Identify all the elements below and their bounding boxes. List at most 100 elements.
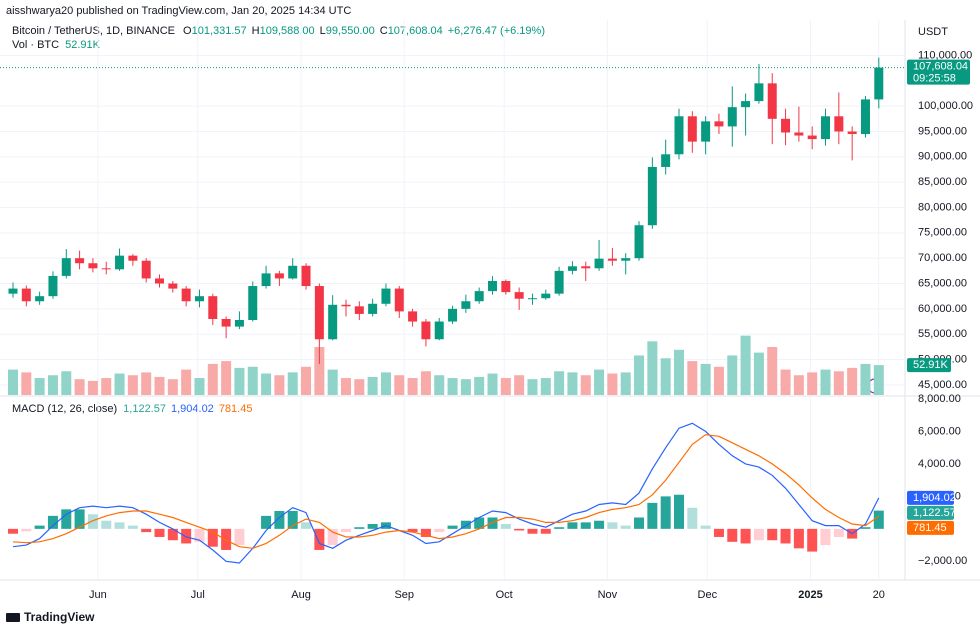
histogram-bar xyxy=(407,528,418,533)
value-box-label: 781.45 xyxy=(913,522,947,534)
volume-bar xyxy=(793,375,804,395)
y-tick-label: 75,000.00 xyxy=(918,227,967,239)
legend: Bitcoin / TetherUS, 1D, BINANCE O101,331.… xyxy=(12,25,545,37)
histogram-bar xyxy=(420,528,431,537)
candle-body xyxy=(128,255,138,261)
histogram-bar xyxy=(340,528,351,533)
x-tick-label: 20 xyxy=(873,589,885,601)
volume-bar xyxy=(767,346,778,395)
candle-body xyxy=(527,298,537,300)
volume-bar xyxy=(380,372,391,395)
change: +6,276.47 (+6.19%) xyxy=(448,25,545,37)
candle-body xyxy=(141,260,151,279)
value-box xyxy=(907,520,954,535)
currency: USDT xyxy=(918,26,948,38)
histogram-bar xyxy=(514,528,525,531)
volume-bar xyxy=(727,355,738,395)
histogram-bar xyxy=(167,528,178,541)
volume-bar xyxy=(141,372,152,395)
y-tick-label: −2,000.00 xyxy=(918,555,967,567)
histogram-bar xyxy=(327,528,338,546)
volume-bar xyxy=(261,373,272,395)
volume-bar xyxy=(847,367,858,395)
volume-bar xyxy=(700,363,711,395)
candle-body xyxy=(8,288,18,294)
candle-body xyxy=(368,303,378,314)
histogram-bar xyxy=(833,528,844,537)
histogram-bar xyxy=(793,528,804,549)
candle-body xyxy=(48,275,58,297)
histogram-bar xyxy=(567,522,578,529)
histogram-bar xyxy=(660,496,671,529)
histogram-bar xyxy=(540,528,551,534)
histogram-bar xyxy=(673,494,684,529)
histogram-bar xyxy=(807,528,818,552)
volume-bar xyxy=(7,369,18,395)
candle-body xyxy=(807,135,817,140)
candle-body xyxy=(514,292,524,299)
macd-title: MACD (12, 26, close) xyxy=(12,403,117,415)
volume-value: 52.91K xyxy=(65,39,101,51)
histogram-bar xyxy=(460,520,471,529)
histogram-bar xyxy=(873,510,884,529)
candle-body xyxy=(168,283,178,289)
candle-body xyxy=(741,101,751,108)
histogram-bar xyxy=(700,525,711,529)
ohlc-letter: O xyxy=(183,25,192,37)
volume-bar xyxy=(634,355,645,395)
volume-bar xyxy=(687,361,698,395)
y-tick-label: 85,000.00 xyxy=(918,176,967,188)
candle-body xyxy=(767,83,777,119)
candle-body xyxy=(61,258,71,276)
candle-body xyxy=(288,265,298,279)
volume-bar xyxy=(780,369,791,395)
histogram-bar xyxy=(634,517,645,529)
y-tick-label: 55,000.00 xyxy=(918,328,967,340)
candle-body xyxy=(634,225,644,259)
volume-box xyxy=(907,358,951,373)
volume-legend: Vol · BTC 52.91K xyxy=(12,39,101,51)
ohlc-letter: C xyxy=(380,25,388,37)
value-box-label: 1,904.02 xyxy=(913,492,956,504)
candle-body xyxy=(328,304,338,340)
volume-bar xyxy=(301,366,312,395)
macd-value: 1,904.02 xyxy=(171,403,214,415)
volume-bar xyxy=(500,378,511,395)
volume-bar xyxy=(713,366,724,395)
histogram-bar xyxy=(713,528,724,537)
last-price-label: 107,608.04 xyxy=(913,61,968,73)
volume-bar xyxy=(514,375,525,395)
histogram-bar xyxy=(154,528,165,537)
candle-body xyxy=(394,288,404,312)
histogram-bar xyxy=(34,525,45,529)
volume-bar xyxy=(21,372,32,395)
volume-bar xyxy=(860,363,871,395)
candle-body xyxy=(88,263,98,269)
candle-body xyxy=(501,280,511,293)
histogram-bar xyxy=(753,528,764,541)
histogram-bar xyxy=(207,528,218,547)
volume-bar xyxy=(74,379,85,395)
volume-bar xyxy=(460,379,471,395)
histogram-bar xyxy=(61,509,72,529)
volume-bar xyxy=(367,376,378,395)
volume-bar xyxy=(487,373,498,395)
volume-bar xyxy=(527,379,538,395)
candle-body xyxy=(874,67,884,100)
candle-body xyxy=(607,258,617,261)
candle-body xyxy=(341,304,351,307)
histogram-bar xyxy=(101,520,112,529)
logo-text: TradingView xyxy=(24,610,95,624)
y-tick-label: 90,000.00 xyxy=(918,151,967,163)
y-tick-label: 60,000.00 xyxy=(918,303,967,315)
volume-bar xyxy=(247,366,258,395)
candle-body xyxy=(781,118,791,133)
candle-body xyxy=(155,278,165,284)
macd-legend: MACD (12, 26, close) 1,122.57 1,904.02 781.… xyxy=(12,403,252,415)
logo: TradingView xyxy=(6,610,95,624)
candle-body xyxy=(21,288,31,302)
volume-title: Vol · BTC xyxy=(12,39,59,51)
signal-value: 781.45 xyxy=(219,403,253,415)
